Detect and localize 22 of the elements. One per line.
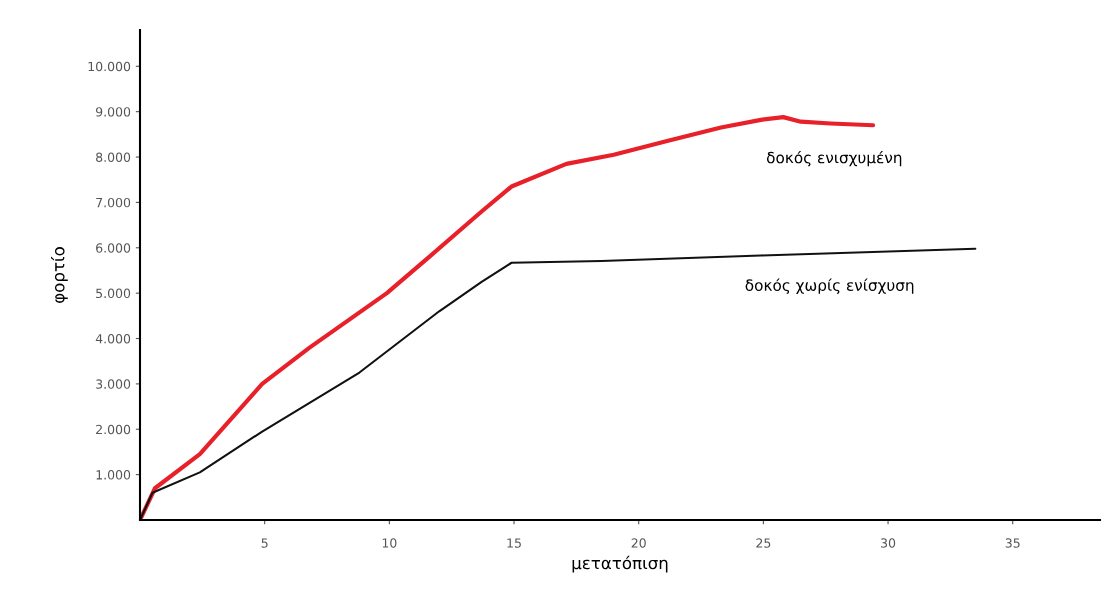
y-tick-label: 6.000 [96, 243, 131, 253]
y-axis-title: φορτίο [50, 247, 68, 303]
series-label: δοκός χωρίς ενίσχυση [745, 278, 914, 294]
x-tick-label: 15 [507, 538, 521, 548]
x-tick-label: 20 [631, 538, 646, 548]
y-tick-label: 7.000 [96, 197, 131, 208]
x-tick-label: 35 [1005, 538, 1020, 548]
x-tick-label: 30 [881, 538, 896, 548]
text: δοκός ενισχυμένη [766, 150, 902, 167]
y-tick-label: 4.000 [95, 333, 131, 344]
y-tick-label: 5.000 [96, 288, 131, 299]
x-tick-label: 5 [261, 538, 268, 548]
x-tick-label: 25 [756, 538, 771, 548]
x-tick-label: 10 [382, 538, 397, 548]
y-tick-label: 2.000 [96, 424, 131, 435]
y-tick-label: 1.000 [96, 470, 131, 480]
line-series [140, 247, 977, 520]
y-tick-label: 10.000 [88, 61, 131, 72]
x-axis-title: μετατόπιση [572, 555, 668, 573]
y-tick-label: 3.000 [96, 379, 131, 389]
y-tick-label: 9.000 [95, 107, 131, 117]
y-tick-label: 8.000 [96, 152, 131, 162]
